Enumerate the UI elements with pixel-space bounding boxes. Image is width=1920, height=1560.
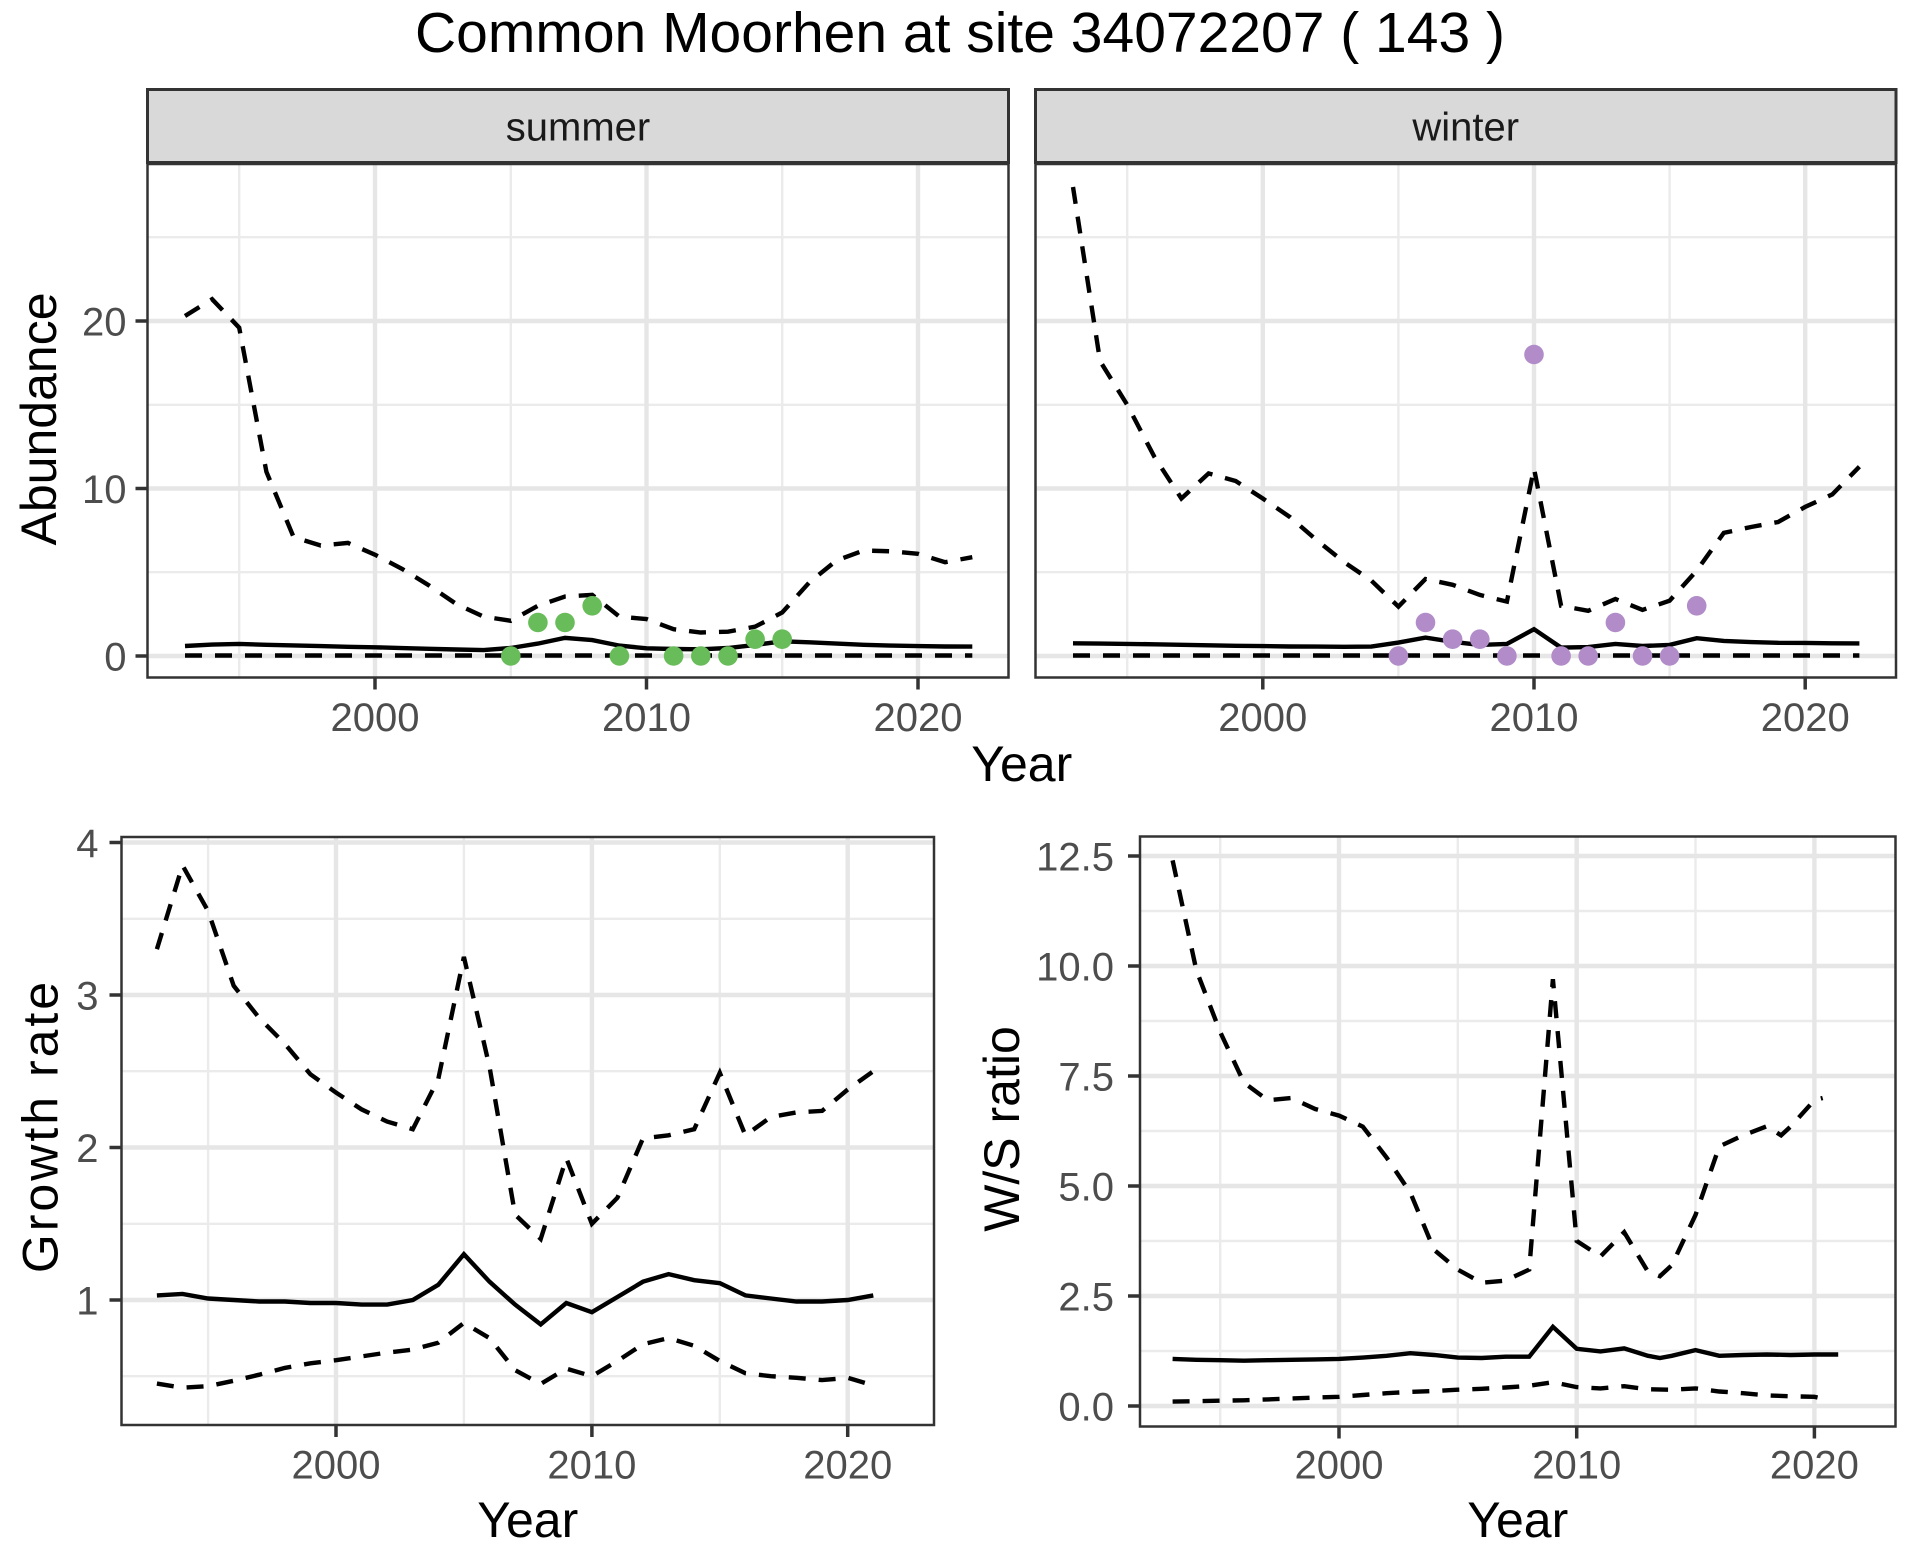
svg-text:5.0: 5.0 — [1058, 1166, 1114, 1210]
svg-text:Year: Year — [477, 1492, 578, 1548]
svg-text:2010: 2010 — [1532, 1444, 1621, 1488]
svg-text:Common Moorhen at site 3407220: Common Moorhen at site 34072207 ( 143 ) — [415, 1, 1505, 65]
svg-text:winter: winter — [1411, 106, 1519, 150]
svg-text:Year: Year — [1467, 1492, 1568, 1548]
svg-text:2010: 2010 — [1490, 696, 1579, 740]
svg-text:10.0: 10.0 — [1036, 946, 1114, 990]
svg-text:2: 2 — [76, 1127, 98, 1171]
svg-text:W/S ratio: W/S ratio — [974, 1026, 1030, 1232]
svg-text:2000: 2000 — [292, 1444, 381, 1488]
svg-text:0.0: 0.0 — [1058, 1386, 1114, 1430]
svg-text:Abundance: Abundance — [11, 292, 67, 545]
svg-text:7.5: 7.5 — [1058, 1056, 1114, 1100]
svg-text:2000: 2000 — [1295, 1444, 1384, 1488]
svg-text:2020: 2020 — [1770, 1444, 1859, 1488]
svg-text:2020: 2020 — [1761, 696, 1850, 740]
svg-text:2010: 2010 — [547, 1444, 636, 1488]
svg-text:12.5: 12.5 — [1036, 836, 1114, 880]
svg-text:3: 3 — [76, 975, 98, 1019]
svg-text:4: 4 — [76, 822, 98, 866]
svg-text:Year: Year — [971, 736, 1072, 792]
svg-text:0: 0 — [104, 636, 126, 680]
svg-text:2020: 2020 — [874, 696, 963, 740]
svg-text:Growth rate: Growth rate — [13, 979, 69, 1273]
svg-text:1: 1 — [76, 1280, 98, 1324]
svg-text:2000: 2000 — [331, 696, 420, 740]
svg-text:2000: 2000 — [1218, 696, 1307, 740]
svg-text:20: 20 — [82, 301, 127, 345]
svg-text:2.5: 2.5 — [1058, 1276, 1114, 1320]
svg-text:summer: summer — [506, 106, 650, 150]
svg-text:2010: 2010 — [602, 696, 691, 740]
svg-text:2020: 2020 — [803, 1444, 892, 1488]
svg-text:10: 10 — [82, 468, 127, 512]
